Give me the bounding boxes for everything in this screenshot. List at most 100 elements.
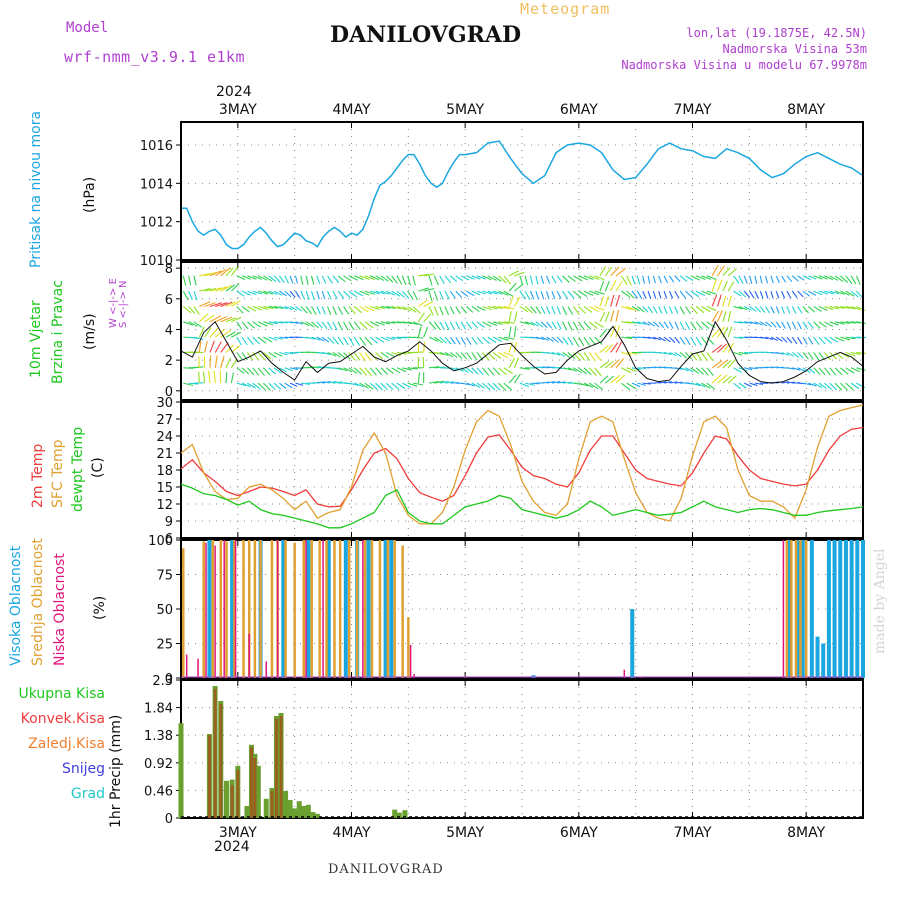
wind-arrow <box>599 296 605 307</box>
wind-arrow <box>391 275 398 284</box>
cloud-high-bar <box>800 540 805 678</box>
wind-arrow <box>289 305 298 311</box>
wind-arrow <box>722 360 732 369</box>
wind-arrow <box>370 321 380 327</box>
wind-arrow <box>519 290 527 300</box>
wind-arrow <box>268 382 276 391</box>
wind-arrow <box>797 352 804 359</box>
wind-arrow <box>738 305 748 311</box>
wind-arrow <box>348 336 355 346</box>
wind-arrow <box>513 341 517 353</box>
wind-arrow <box>209 287 223 292</box>
wind-arrow <box>198 340 202 353</box>
wind-arrow <box>257 336 267 344</box>
top-day-label: 3MAY <box>219 102 257 118</box>
top-day-label: 4MAY <box>332 102 370 118</box>
precip-total-bar <box>396 812 402 818</box>
wind-arrow <box>530 306 537 314</box>
wind-arrow <box>364 305 375 312</box>
wind-arrow <box>492 321 503 325</box>
wind-arrow <box>236 382 246 387</box>
wind-arrow <box>343 352 351 360</box>
wind-arrow <box>263 367 271 376</box>
temp-dew-line <box>180 483 864 529</box>
wind-arrow <box>706 290 717 295</box>
wind-arrow <box>353 352 361 361</box>
wind-arrow <box>840 290 850 296</box>
wind-arrow <box>722 343 731 353</box>
cloud-mid-bar <box>318 540 321 678</box>
wind-arrow <box>246 367 255 376</box>
wind-arrow <box>418 299 428 307</box>
precip-convective-bar <box>279 716 283 818</box>
wind-arrow <box>241 382 251 388</box>
wind-arrow <box>786 367 795 370</box>
model-label: Model <box>66 20 109 36</box>
wind-arrow <box>327 290 332 300</box>
wind-arrow <box>182 306 192 314</box>
wind-arrow <box>513 326 517 338</box>
wind-arrow <box>679 290 687 299</box>
wind-arrow <box>316 306 321 315</box>
wind-arrow <box>284 275 290 284</box>
wind-arrow <box>652 306 658 314</box>
wind-arrow <box>626 275 632 286</box>
cloud-mid-bar <box>219 540 223 678</box>
wind-arrow <box>364 382 374 390</box>
wind-arrow <box>615 358 625 369</box>
wind-arrow <box>711 327 721 338</box>
wind-arrow <box>637 321 646 326</box>
wind-arrow <box>615 341 623 353</box>
wind-arrow <box>449 306 455 315</box>
wind-arrow <box>193 336 204 341</box>
wind-arrow <box>444 321 450 331</box>
wind-arrow <box>236 290 245 297</box>
wind-arrow <box>663 275 669 284</box>
wind-arrow <box>220 267 231 277</box>
wind-arrow <box>695 367 704 375</box>
cloud-mid-bar <box>259 540 262 678</box>
wind-arrow <box>658 290 662 299</box>
cloud-mid-bar <box>302 540 306 678</box>
wind-arrow <box>727 295 732 307</box>
wind-arrow <box>225 317 237 323</box>
wind-arrow <box>343 275 352 282</box>
wind-arrow <box>551 290 556 300</box>
wind-arrow <box>204 314 215 323</box>
wind-arrow <box>498 321 510 325</box>
wind-arrow <box>508 358 515 369</box>
cloud-low-bar <box>185 654 188 678</box>
wind-arrow <box>327 351 337 357</box>
wind-arrow <box>391 382 400 390</box>
wind-arrow <box>380 367 388 375</box>
wind-arrow <box>295 321 304 325</box>
wind-arrow <box>444 351 454 358</box>
wind-arrow <box>471 336 478 345</box>
wind-arrow <box>278 275 285 284</box>
wind-arrow <box>759 290 764 299</box>
wind-arrow <box>316 336 325 342</box>
wind-arrow <box>572 306 580 315</box>
wind-arrow <box>263 321 274 326</box>
wind-arrow <box>834 275 844 283</box>
wind-arrow <box>717 374 728 384</box>
wind-arrow <box>818 321 827 328</box>
wind-arrow <box>706 382 716 390</box>
wind-arrow <box>268 275 277 282</box>
cloud-mid-bar <box>370 540 374 678</box>
wind-arrow <box>375 305 386 310</box>
wind-arrow <box>503 275 511 285</box>
wind-arrow <box>182 290 189 301</box>
wind-arrow <box>230 358 238 369</box>
wind-arrow <box>407 275 412 286</box>
wind-arrow <box>829 382 837 391</box>
wind-arrow <box>749 306 757 312</box>
wind-arrow <box>636 275 641 285</box>
wind-arrow <box>353 321 361 330</box>
wind-arrow <box>599 328 608 338</box>
wind-arrow <box>423 313 432 323</box>
cloud-low-bar <box>305 540 307 678</box>
bottom-day-label: 8MAY <box>787 825 825 841</box>
wind-arrow <box>684 336 691 346</box>
cloud-low-bar <box>205 542 207 678</box>
